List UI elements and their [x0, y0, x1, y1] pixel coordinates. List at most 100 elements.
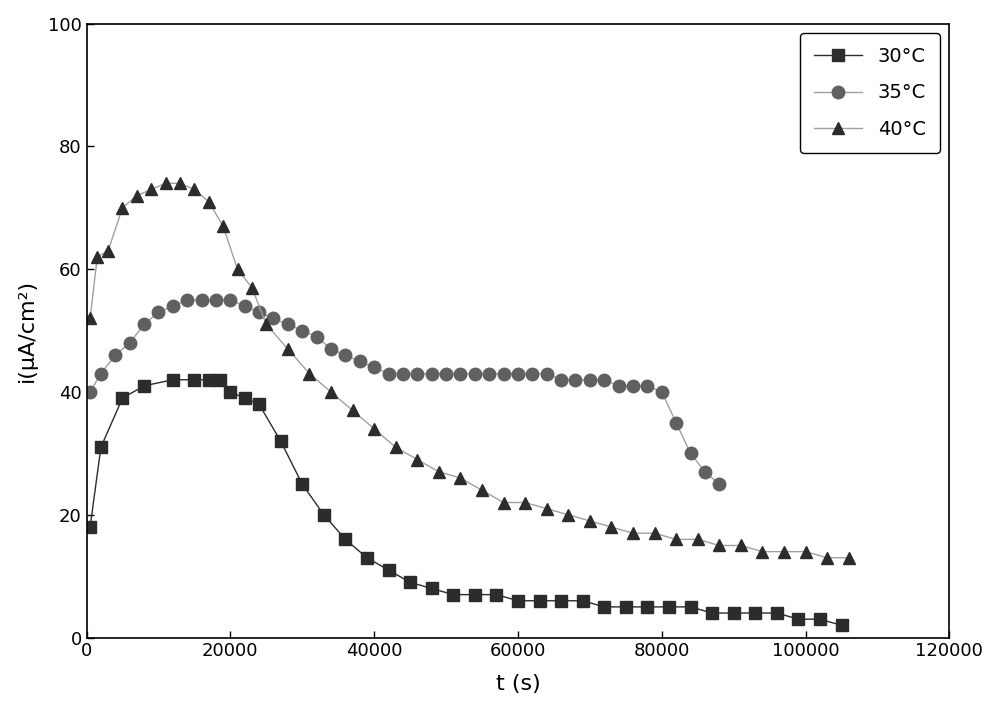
- 30°C: [620, 603, 632, 611]
- 40°C: [821, 553, 833, 562]
- 35°C: [124, 338, 136, 347]
- 40°C: [102, 247, 114, 255]
- X-axis label: t (s): t (s): [496, 674, 540, 695]
- 35°C: [138, 320, 150, 328]
- 40°C: [778, 547, 790, 556]
- 40°C: [203, 198, 215, 206]
- 35°C: [426, 369, 438, 378]
- 30°C: [167, 375, 179, 384]
- 40°C: [174, 179, 186, 188]
- 35°C: [512, 369, 524, 378]
- 40°C: [713, 541, 725, 550]
- 35°C: [598, 375, 610, 384]
- 40°C: [188, 185, 200, 193]
- 30°C: [814, 615, 826, 624]
- 35°C: [526, 369, 538, 378]
- 30°C: [836, 621, 848, 629]
- 40°C: [347, 406, 359, 415]
- 40°C: [584, 517, 596, 525]
- 40°C: [116, 203, 128, 212]
- 35°C: [498, 369, 510, 378]
- 30°C: [203, 375, 215, 384]
- 40°C: [756, 547, 768, 556]
- 35°C: [84, 387, 96, 396]
- 40°C: [91, 252, 103, 261]
- 40°C: [735, 541, 747, 550]
- 35°C: [181, 296, 193, 304]
- 35°C: [627, 382, 639, 390]
- Y-axis label: i(μA/cm²): i(μA/cm²): [17, 279, 37, 383]
- 35°C: [656, 387, 668, 396]
- 30°C: [534, 597, 546, 605]
- 35°C: [354, 357, 366, 365]
- 40°C: [411, 455, 423, 464]
- 40°C: [541, 504, 553, 513]
- 35°C: [641, 382, 653, 390]
- 30°C: [641, 603, 653, 611]
- 30°C: [383, 566, 395, 574]
- 35°C: [325, 345, 337, 353]
- Line: 30°C: 30°C: [85, 374, 847, 631]
- 30°C: [116, 394, 128, 402]
- 40°C: [627, 529, 639, 538]
- 30°C: [792, 615, 804, 624]
- 30°C: [426, 584, 438, 593]
- 40°C: [145, 185, 157, 193]
- Line: 35°C: 35°C: [84, 294, 726, 491]
- 35°C: [713, 480, 725, 488]
- 30°C: [275, 437, 287, 445]
- 40°C: [246, 284, 258, 292]
- 35°C: [196, 296, 208, 304]
- 35°C: [210, 296, 222, 304]
- 35°C: [267, 314, 279, 323]
- 40°C: [368, 424, 380, 433]
- 40°C: [670, 535, 682, 544]
- 30°C: [138, 382, 150, 390]
- 40°C: [433, 468, 445, 476]
- 35°C: [670, 419, 682, 427]
- 30°C: [728, 609, 740, 617]
- 40°C: [260, 320, 272, 328]
- Legend: 30°C, 35°C, 40°C: 30°C, 35°C, 40°C: [800, 33, 940, 153]
- 30°C: [296, 480, 308, 488]
- 40°C: [800, 547, 812, 556]
- 35°C: [239, 301, 251, 310]
- 40°C: [131, 191, 143, 200]
- 30°C: [214, 375, 226, 384]
- 30°C: [224, 387, 236, 396]
- 35°C: [483, 369, 495, 378]
- 30°C: [749, 609, 761, 617]
- 35°C: [224, 296, 236, 304]
- 30°C: [253, 400, 265, 409]
- 35°C: [253, 308, 265, 316]
- 40°C: [519, 498, 531, 507]
- 35°C: [368, 363, 380, 372]
- 30°C: [771, 609, 783, 617]
- 35°C: [411, 369, 423, 378]
- 30°C: [512, 597, 524, 605]
- 35°C: [152, 308, 164, 316]
- 35°C: [569, 375, 581, 384]
- 40°C: [390, 443, 402, 451]
- 30°C: [447, 590, 459, 599]
- 35°C: [296, 326, 308, 335]
- 40°C: [649, 529, 661, 538]
- 40°C: [160, 179, 172, 188]
- 40°C: [843, 553, 855, 562]
- 35°C: [699, 468, 711, 476]
- 30°C: [318, 510, 330, 519]
- 40°C: [692, 535, 704, 544]
- 35°C: [454, 369, 466, 378]
- 30°C: [188, 375, 200, 384]
- 40°C: [605, 523, 617, 531]
- 40°C: [498, 498, 510, 507]
- 30°C: [663, 603, 675, 611]
- 40°C: [476, 486, 488, 495]
- Line: 40°C: 40°C: [84, 177, 855, 564]
- 30°C: [339, 535, 351, 544]
- 35°C: [397, 369, 409, 378]
- 35°C: [685, 449, 697, 458]
- 35°C: [613, 382, 625, 390]
- 40°C: [282, 345, 294, 353]
- 40°C: [232, 265, 244, 274]
